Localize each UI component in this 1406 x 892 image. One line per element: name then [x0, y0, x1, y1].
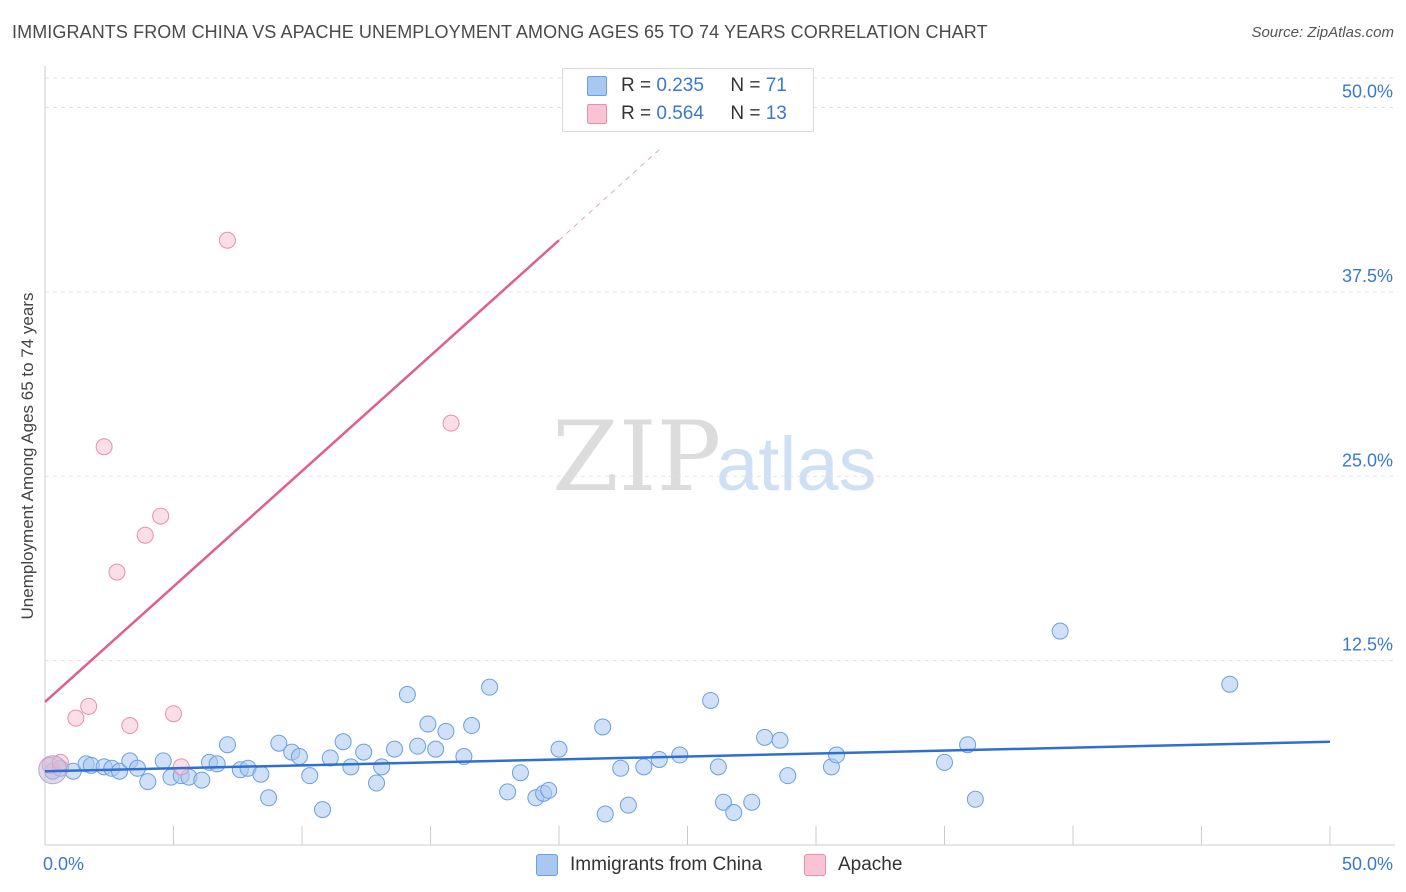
point-china: [771, 731, 789, 749]
point-china: [709, 758, 727, 776]
point-china: [208, 755, 226, 773]
point-china: [596, 805, 614, 823]
point-china: [550, 740, 568, 758]
point-china: [702, 691, 720, 709]
y-tick-label: 37.5%: [1342, 266, 1393, 286]
point-china: [619, 796, 637, 814]
point-china: [612, 759, 630, 777]
y-tick-label: 50.0%: [1342, 82, 1393, 102]
legend-n-label: N =: [730, 75, 761, 96]
x-tick-label-min: 0.0%: [43, 854, 84, 874]
bottom-legend-swatch-apache: [804, 854, 826, 876]
point-china: [1051, 622, 1069, 640]
point-china: [936, 753, 953, 771]
y-tick-label: 12.5%: [1342, 635, 1393, 655]
point-china: [270, 734, 288, 752]
legend-r-value-china: 0.235: [656, 75, 704, 96]
point-china: [743, 793, 761, 811]
point-apache: [165, 705, 182, 723]
point-china: [111, 762, 129, 780]
point-china: [499, 783, 517, 801]
point-apache: [121, 717, 139, 735]
legend-swatch-apache: [587, 104, 607, 124]
point-china: [368, 774, 386, 792]
legend-text-china: R = 0.235 N = 71: [621, 75, 787, 97]
watermark-zip: ZIP: [552, 401, 721, 513]
legend-r-label: R =: [621, 75, 652, 96]
bottom-legend-swatch-china: [536, 854, 558, 876]
point-apache: [95, 438, 113, 456]
point-china: [398, 686, 416, 704]
watermark-atlas: atlas: [716, 422, 877, 507]
point-apache: [442, 414, 460, 432]
point-apache: [80, 697, 98, 715]
trend-line-china: [44, 740, 1331, 773]
point-china: [463, 717, 481, 735]
legend-text-apache: R = 0.564 N = 13: [621, 103, 787, 125]
point-china: [260, 789, 278, 807]
point-apache: [218, 231, 236, 249]
point-china: [671, 746, 689, 764]
bottom-legend-china: Immigrants from China: [536, 852, 762, 878]
point-china: [342, 758, 360, 776]
point-china: [635, 758, 653, 776]
point-china: [650, 750, 668, 768]
trend-line-apache: [44, 239, 560, 703]
point-apache: [152, 507, 170, 525]
point-china: [828, 746, 846, 764]
point-china: [301, 767, 319, 785]
point-china: [321, 749, 339, 767]
point-china: [252, 765, 270, 783]
point-china: [154, 752, 172, 770]
legend-r-value-apache: 0.564: [656, 103, 704, 124]
point-china: [290, 748, 308, 765]
bottom-legend-label-apache: Apache: [838, 854, 903, 875]
point-china: [511, 764, 529, 782]
legend-r-label: R =: [621, 103, 652, 124]
point-china: [218, 736, 236, 754]
point-china: [540, 781, 558, 799]
point-china: [314, 801, 332, 819]
point-china: [427, 740, 445, 758]
point-china: [714, 793, 732, 811]
point-china: [1221, 675, 1239, 693]
legend-n-value-china: 71: [765, 75, 787, 96]
point-china: [725, 804, 743, 822]
bottom-legend-label-china: Immigrants from China: [570, 854, 763, 875]
point-china: [334, 733, 352, 751]
point-china: [193, 771, 211, 789]
bottom-legend-apache: Apache: [804, 852, 902, 878]
point-china: [437, 722, 455, 740]
point-china: [419, 715, 437, 733]
point-apache: [67, 709, 85, 727]
legend-n-label: N =: [730, 103, 761, 124]
point-china: [966, 790, 984, 808]
point-china: [409, 737, 427, 755]
point-china: [373, 758, 391, 776]
point-china: [779, 767, 797, 785]
legend-n-value-apache: 13: [765, 103, 787, 124]
point-china: [481, 678, 499, 696]
point-china: [756, 728, 774, 746]
correlation-legend: R = 0.235 N = 71 R = 0.564 N = 13: [562, 68, 814, 132]
point-apache: [108, 563, 126, 581]
point-apache: [136, 526, 154, 544]
point-china: [139, 773, 157, 791]
y-axis-label: Unemployment Among Ages 65 to 74 years: [18, 292, 37, 620]
point-china: [594, 718, 612, 736]
point-china: [386, 740, 404, 758]
source-label: Source: ZipAtlas.com: [1251, 24, 1394, 41]
point-china: [355, 743, 373, 761]
trend-line-apache-extension: [558, 146, 663, 241]
x-tick-label-max: 50.0%: [1342, 854, 1393, 874]
legend-swatch-china: [587, 76, 607, 96]
point-china: [959, 736, 977, 754]
y-tick-label: 25.0%: [1342, 450, 1393, 470]
chart-title: IMMIGRANTS FROM CHINA VS APACHE UNEMPLOY…: [12, 22, 988, 42]
